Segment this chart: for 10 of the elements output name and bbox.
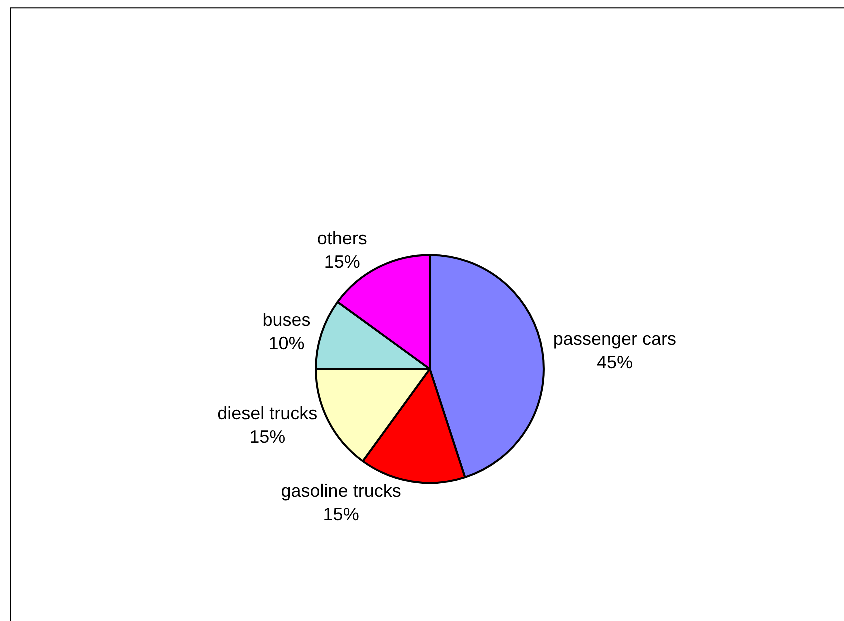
- slice-label: buses: [262, 310, 311, 330]
- slice-label: gasoline trucks: [281, 481, 402, 502]
- slice-label: diesel trucks: [218, 404, 318, 424]
- slice-label: others: [317, 228, 368, 249]
- data-label: 15%: [324, 252, 360, 272]
- data-label: 45%: [596, 352, 633, 373]
- data-label: 15%: [250, 427, 286, 448]
- data-label: 15%: [323, 504, 360, 525]
- data-label: 10%: [268, 334, 305, 354]
- slice-label: passenger cars: [553, 329, 676, 350]
